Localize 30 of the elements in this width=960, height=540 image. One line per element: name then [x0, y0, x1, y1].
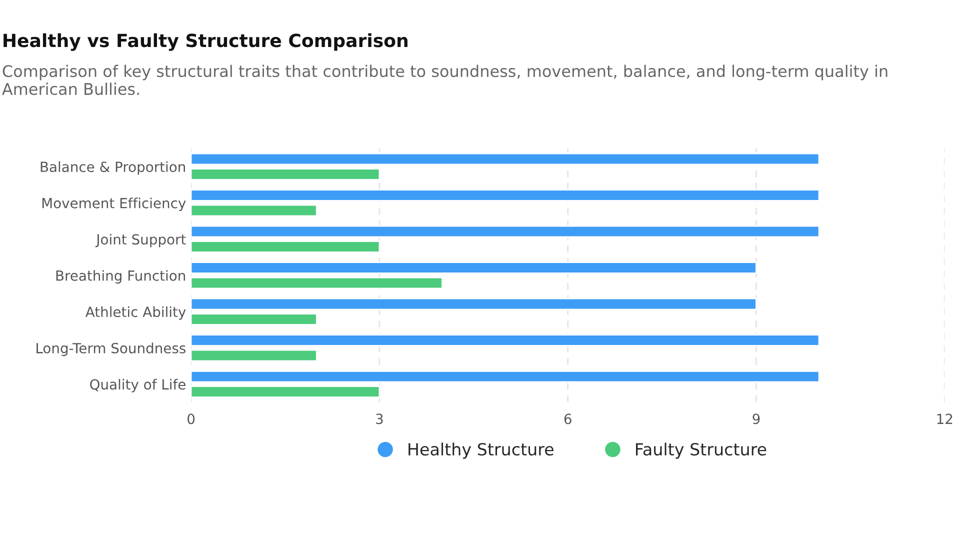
chart-subtitle: Comparison of key structural traits that contribute to soundness, movement, balance, and long-term quality in American Bullies. — [2, 64, 888, 96]
y-tick-label: Joint Support — [95, 234, 186, 248]
bar — [191, 262, 757, 274]
bar — [191, 313, 318, 326]
bar — [191, 334, 820, 346]
x-tick-label: 6 — [564, 414, 572, 424]
y-tick-label: Quality of Life — [90, 378, 186, 392]
bar — [191, 276, 443, 290]
x-tick-label: 0 — [188, 414, 195, 424]
bar — [191, 240, 380, 253]
bar — [191, 168, 380, 180]
y-tick-label: Breathing Function — [56, 270, 185, 284]
y-tick-label: Long-Term Soundness — [36, 342, 186, 356]
chart-title: Healthy vs Faulty Structure Comparison — [4, 33, 408, 51]
x-tick-label: 3 — [376, 414, 383, 424]
y-tick-label: Athletic Ability — [85, 306, 186, 320]
bar — [191, 204, 318, 217]
x-tick-label: 12 — [937, 414, 952, 424]
y-tick-label: Movement Efficiency — [42, 198, 186, 212]
legend-label: Faulty Structure — [636, 442, 766, 459]
y-tick-label: Balance & Proportion — [40, 161, 185, 175]
legend-label: Healthy Structure — [408, 442, 554, 459]
bar — [191, 189, 820, 202]
bar — [191, 370, 820, 383]
bar — [191, 298, 757, 310]
x-tick-label: 9 — [752, 414, 760, 424]
bar — [191, 349, 318, 362]
bar — [191, 225, 820, 238]
bar — [191, 386, 380, 398]
bar — [191, 152, 820, 166]
